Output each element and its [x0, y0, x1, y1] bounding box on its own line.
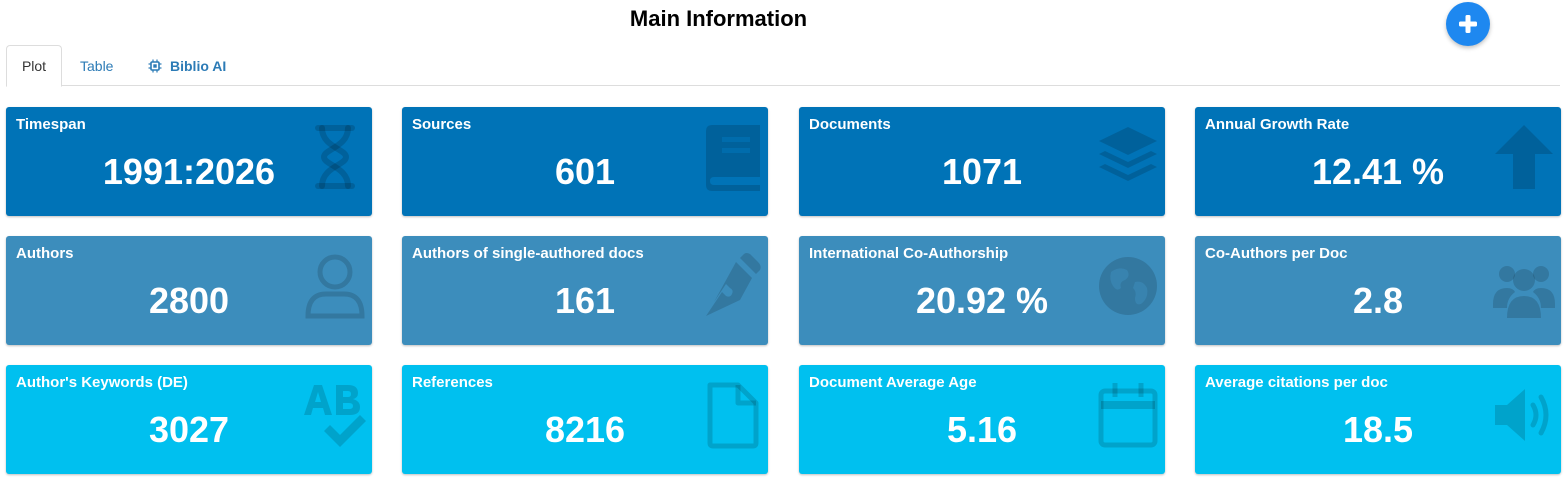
tab-table-label: Table	[80, 57, 114, 74]
card-sources: Sources 601	[402, 107, 768, 216]
chip-icon	[148, 59, 162, 72]
card-value: 18.5	[1342, 409, 1414, 450]
file-icon	[707, 382, 759, 449]
card-annual-growth-rate: Annual Growth Rate 12.41 %	[1195, 107, 1561, 216]
layers-icon	[1099, 127, 1157, 181]
add-button[interactable]	[1446, 2, 1490, 46]
user-icon	[305, 254, 365, 319]
page-title: Main Information	[629, 6, 808, 31]
card-single-authored: Authors of single-authored docs 161	[402, 236, 768, 345]
pen-nib-icon	[706, 253, 761, 316]
spell-check-icon	[304, 385, 366, 447]
card-document-average-age: Document Average Age 5.16	[799, 365, 1165, 474]
calendar-icon	[1098, 383, 1158, 448]
plus-icon	[1459, 15, 1477, 33]
hourglass-icon	[315, 125, 355, 189]
card-label: Co-Authors per Doc	[1205, 245, 1348, 262]
card-average-citations: Average citations per doc 18.5	[1195, 365, 1561, 474]
card-value: 8216	[544, 409, 626, 450]
card-label: Authors of single-authored docs	[412, 245, 644, 262]
card-label: Documents	[809, 116, 891, 133]
card-value: 12.41 %	[1311, 151, 1445, 192]
tab-plot-label: Plot	[21, 58, 47, 74]
card-value: 5.16	[946, 409, 1018, 450]
arrow-up-icon	[1495, 125, 1553, 189]
card-authors: Authors 2800	[6, 236, 372, 345]
tab-biblio-ai[interactable]: Biblio AI	[148, 45, 226, 86]
card-international-coauthorship: International Co-Authorship 20.92 %	[799, 236, 1165, 345]
card-label: Timespan	[16, 116, 86, 133]
info-card-grid: Timespan 1991:2026 Sources 601 Documents…	[6, 107, 1561, 474]
volume-icon	[1495, 389, 1549, 441]
card-timespan: Timespan 1991:2026	[6, 107, 372, 216]
card-authors-keywords: Author's Keywords (DE) 3027	[6, 365, 372, 474]
card-label: Author's Keywords (DE)	[16, 374, 188, 391]
card-label: Document Average Age	[809, 374, 977, 391]
card-label: Average citations per doc	[1205, 374, 1388, 391]
card-value: 1991:2026	[102, 151, 276, 192]
card-label: International Co-Authorship	[809, 245, 1009, 262]
card-label: Sources	[412, 116, 472, 133]
users-icon	[1493, 266, 1555, 318]
card-value: 3027	[148, 409, 230, 450]
card-label: References	[412, 374, 493, 391]
card-label: Annual Growth Rate	[1205, 116, 1350, 133]
card-value: 2.8	[1352, 280, 1404, 321]
card-references: References 8216	[402, 365, 768, 474]
card-value: 2800	[148, 280, 230, 321]
card-label: Authors	[16, 245, 74, 262]
tab-plot[interactable]: Plot	[6, 45, 62, 87]
card-value: 1071	[941, 151, 1023, 192]
card-value: 161	[554, 280, 616, 321]
book-icon	[706, 125, 760, 191]
globe-icon	[1099, 257, 1157, 315]
card-value: 20.92 %	[915, 280, 1049, 321]
card-documents: Documents 1071	[799, 107, 1165, 216]
card-value: 601	[554, 151, 616, 192]
tab-biblio-ai-label: Biblio AI	[170, 57, 227, 74]
card-coauthors-per-doc: Co-Authors per Doc 2.8	[1195, 236, 1561, 345]
tab-bar: Plot Table Biblio AI	[6, 45, 1560, 87]
tab-table[interactable]: Table	[80, 45, 113, 86]
